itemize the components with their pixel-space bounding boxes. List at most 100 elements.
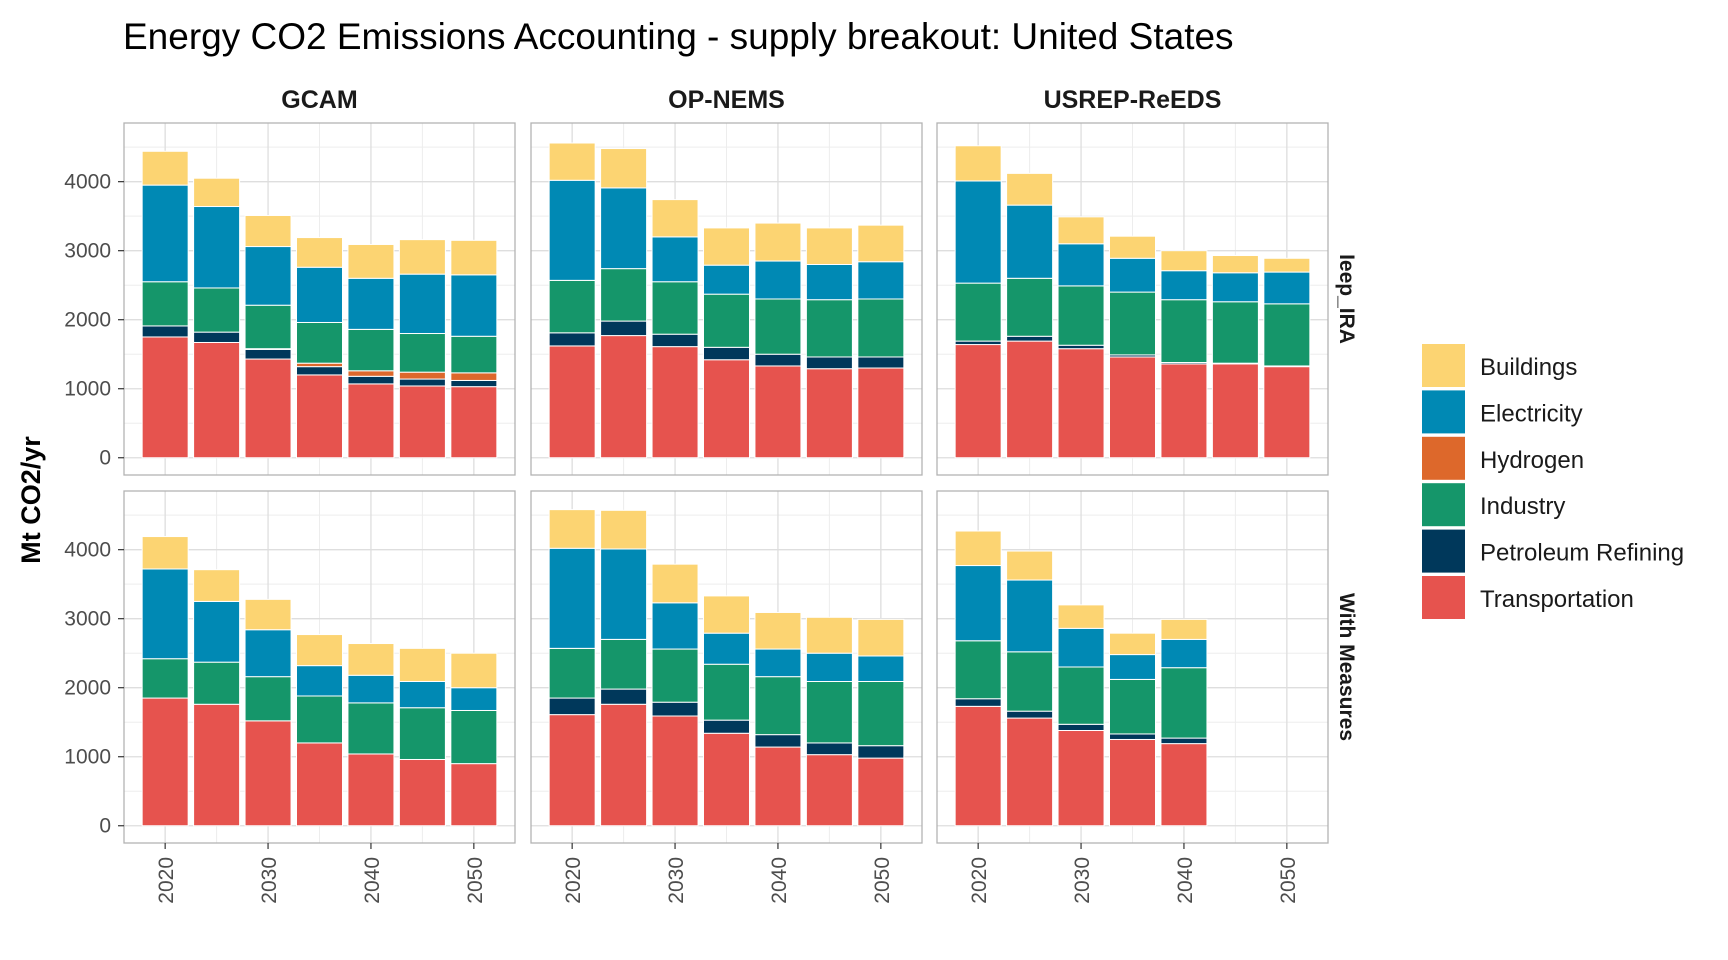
bar-transportation-2020 [548,714,596,827]
bar-transportation-2025 [1006,340,1054,459]
panel-usrep-reeds-with-measures [936,490,1329,849]
bar-industry-2035 [703,663,750,721]
x-tick-label: 2030 [258,857,281,904]
legend-item-industry: Industry [1422,483,1565,527]
bar-industry-2030 [244,304,292,350]
legend-label: Hydrogen [1480,447,1584,474]
bar-electricity-2020 [954,565,1002,642]
bar-industry-2025 [600,638,648,690]
bar-petroleum-refining-2040 [1160,737,1208,745]
bar-transportation-2030 [651,346,699,459]
legend-label: Electricity [1480,400,1583,427]
bar-buildings-2025 [1006,172,1054,206]
bar-petroleum-refining-2040 [754,353,802,367]
bar-industry-2030 [651,281,699,335]
facet-label-gcam: GCAM [281,86,357,114]
bar-petroleum-refining-2020 [141,325,189,338]
bar-transportation-2045 [805,754,853,827]
bar-transportation-2035 [296,374,343,459]
bar-transportation-2050 [450,386,498,459]
bar-electricity-2035 [1109,257,1156,293]
bar-electricity-2040 [754,260,802,300]
legend-label: Industry [1480,493,1565,520]
bar-petroleum-refining-2025 [600,320,648,337]
bar-buildings-2035 [296,237,343,268]
bar-electricity-2035 [296,266,343,323]
bar-electricity-2040 [1160,638,1208,669]
panel-border [123,122,516,476]
bar-industry-2045 [398,707,446,760]
bar-transportation-2050 [857,757,905,827]
x-tick-label: 2020 [155,857,178,904]
bar-transportation-2045 [1211,363,1259,459]
bar-petroleum-refining-2030 [244,348,292,360]
bar-petroleum-refining-2025 [1006,710,1054,719]
x-tick-label: 2040 [768,857,791,904]
x-tick-label: 2020 [968,857,991,904]
panel-gcam-ieep-ira [118,122,516,476]
bar-industry-2045 [805,680,853,744]
legend-item-hydrogen: Hydrogen [1422,436,1584,480]
bar-hydrogen-2035 [296,362,343,368]
bar-industry-2025 [193,287,241,333]
bar-electricity-2040 [1160,270,1208,301]
bar-petroleum-refining-2030 [651,701,699,717]
bar-petroleum-refining-2040 [754,734,802,748]
bar-electricity-2045 [398,273,446,335]
facet-label-op-nems: OP-NEMS [668,86,785,114]
bar-hydrogen-2040 [347,370,395,377]
bar-buildings-2050 [450,652,498,689]
bar-buildings-2030 [244,214,292,248]
bar-buildings-2020 [954,530,1002,567]
facet-label-with-measures: With Measures [1335,593,1358,741]
bar-transportation-2040 [754,365,802,459]
bar-industry-2025 [193,661,241,705]
bar-buildings-2035 [703,595,750,634]
bar-electricity-2035 [296,665,343,697]
legend-swatch [1422,483,1465,527]
bar-industry-2030 [1057,285,1105,346]
bar-transportation-2040 [347,753,395,827]
bar-electricity-2050 [450,274,498,337]
bar-industry-2020 [954,640,1002,700]
y-tick-label: 4000 [64,171,111,194]
legend-item-buildings: Buildings [1422,344,1577,387]
bar-electricity-2025 [600,187,648,270]
bar-petroleum-refining-2050 [857,356,905,369]
bar-electricity-2030 [244,246,292,306]
bar-petroleum-refining-2050 [857,745,905,759]
bar-buildings-2035 [296,634,343,667]
legend-swatch [1422,390,1465,434]
bar-petroleum-refining-2045 [805,742,853,756]
bar-buildings-2035 [1109,632,1156,656]
bar-transportation-2025 [193,341,241,459]
bar-industry-2030 [244,676,292,722]
bar-petroleum-refining-2035 [703,719,750,734]
bar-buildings-2030 [651,199,699,238]
bar-industry-2020 [954,282,1002,342]
x-tick-label: 2030 [1071,857,1094,904]
bar-electricity-2050 [857,261,905,300]
chart-title: Energy CO2 Emissions Accounting - supply… [123,16,1234,57]
x-tick-label: 2050 [464,857,487,904]
bar-buildings-2020 [954,145,1002,182]
bar-electricity-2020 [548,547,596,649]
y-tick-label: 2000 [64,309,111,332]
bar-buildings-2050 [1263,257,1311,273]
bar-buildings-2025 [600,148,648,189]
bar-electricity-2020 [141,184,189,283]
bar-buildings-2040 [347,643,395,676]
bar-transportation-2020 [548,345,596,459]
panel-gcam-with-measures [118,490,516,849]
bar-buildings-2040 [347,243,395,279]
bar-industry-2035 [703,293,750,348]
bar-industry-2040 [754,676,802,736]
bar-petroleum-refining-2025 [193,331,241,343]
y-tick-label: 0 [99,447,111,470]
y-tick-label: 4000 [64,539,111,562]
y-tick-label: 1000 [64,378,111,401]
bar-industry-2030 [1057,666,1105,725]
legend-swatch [1422,576,1465,619]
bar-buildings-2045 [398,239,446,275]
